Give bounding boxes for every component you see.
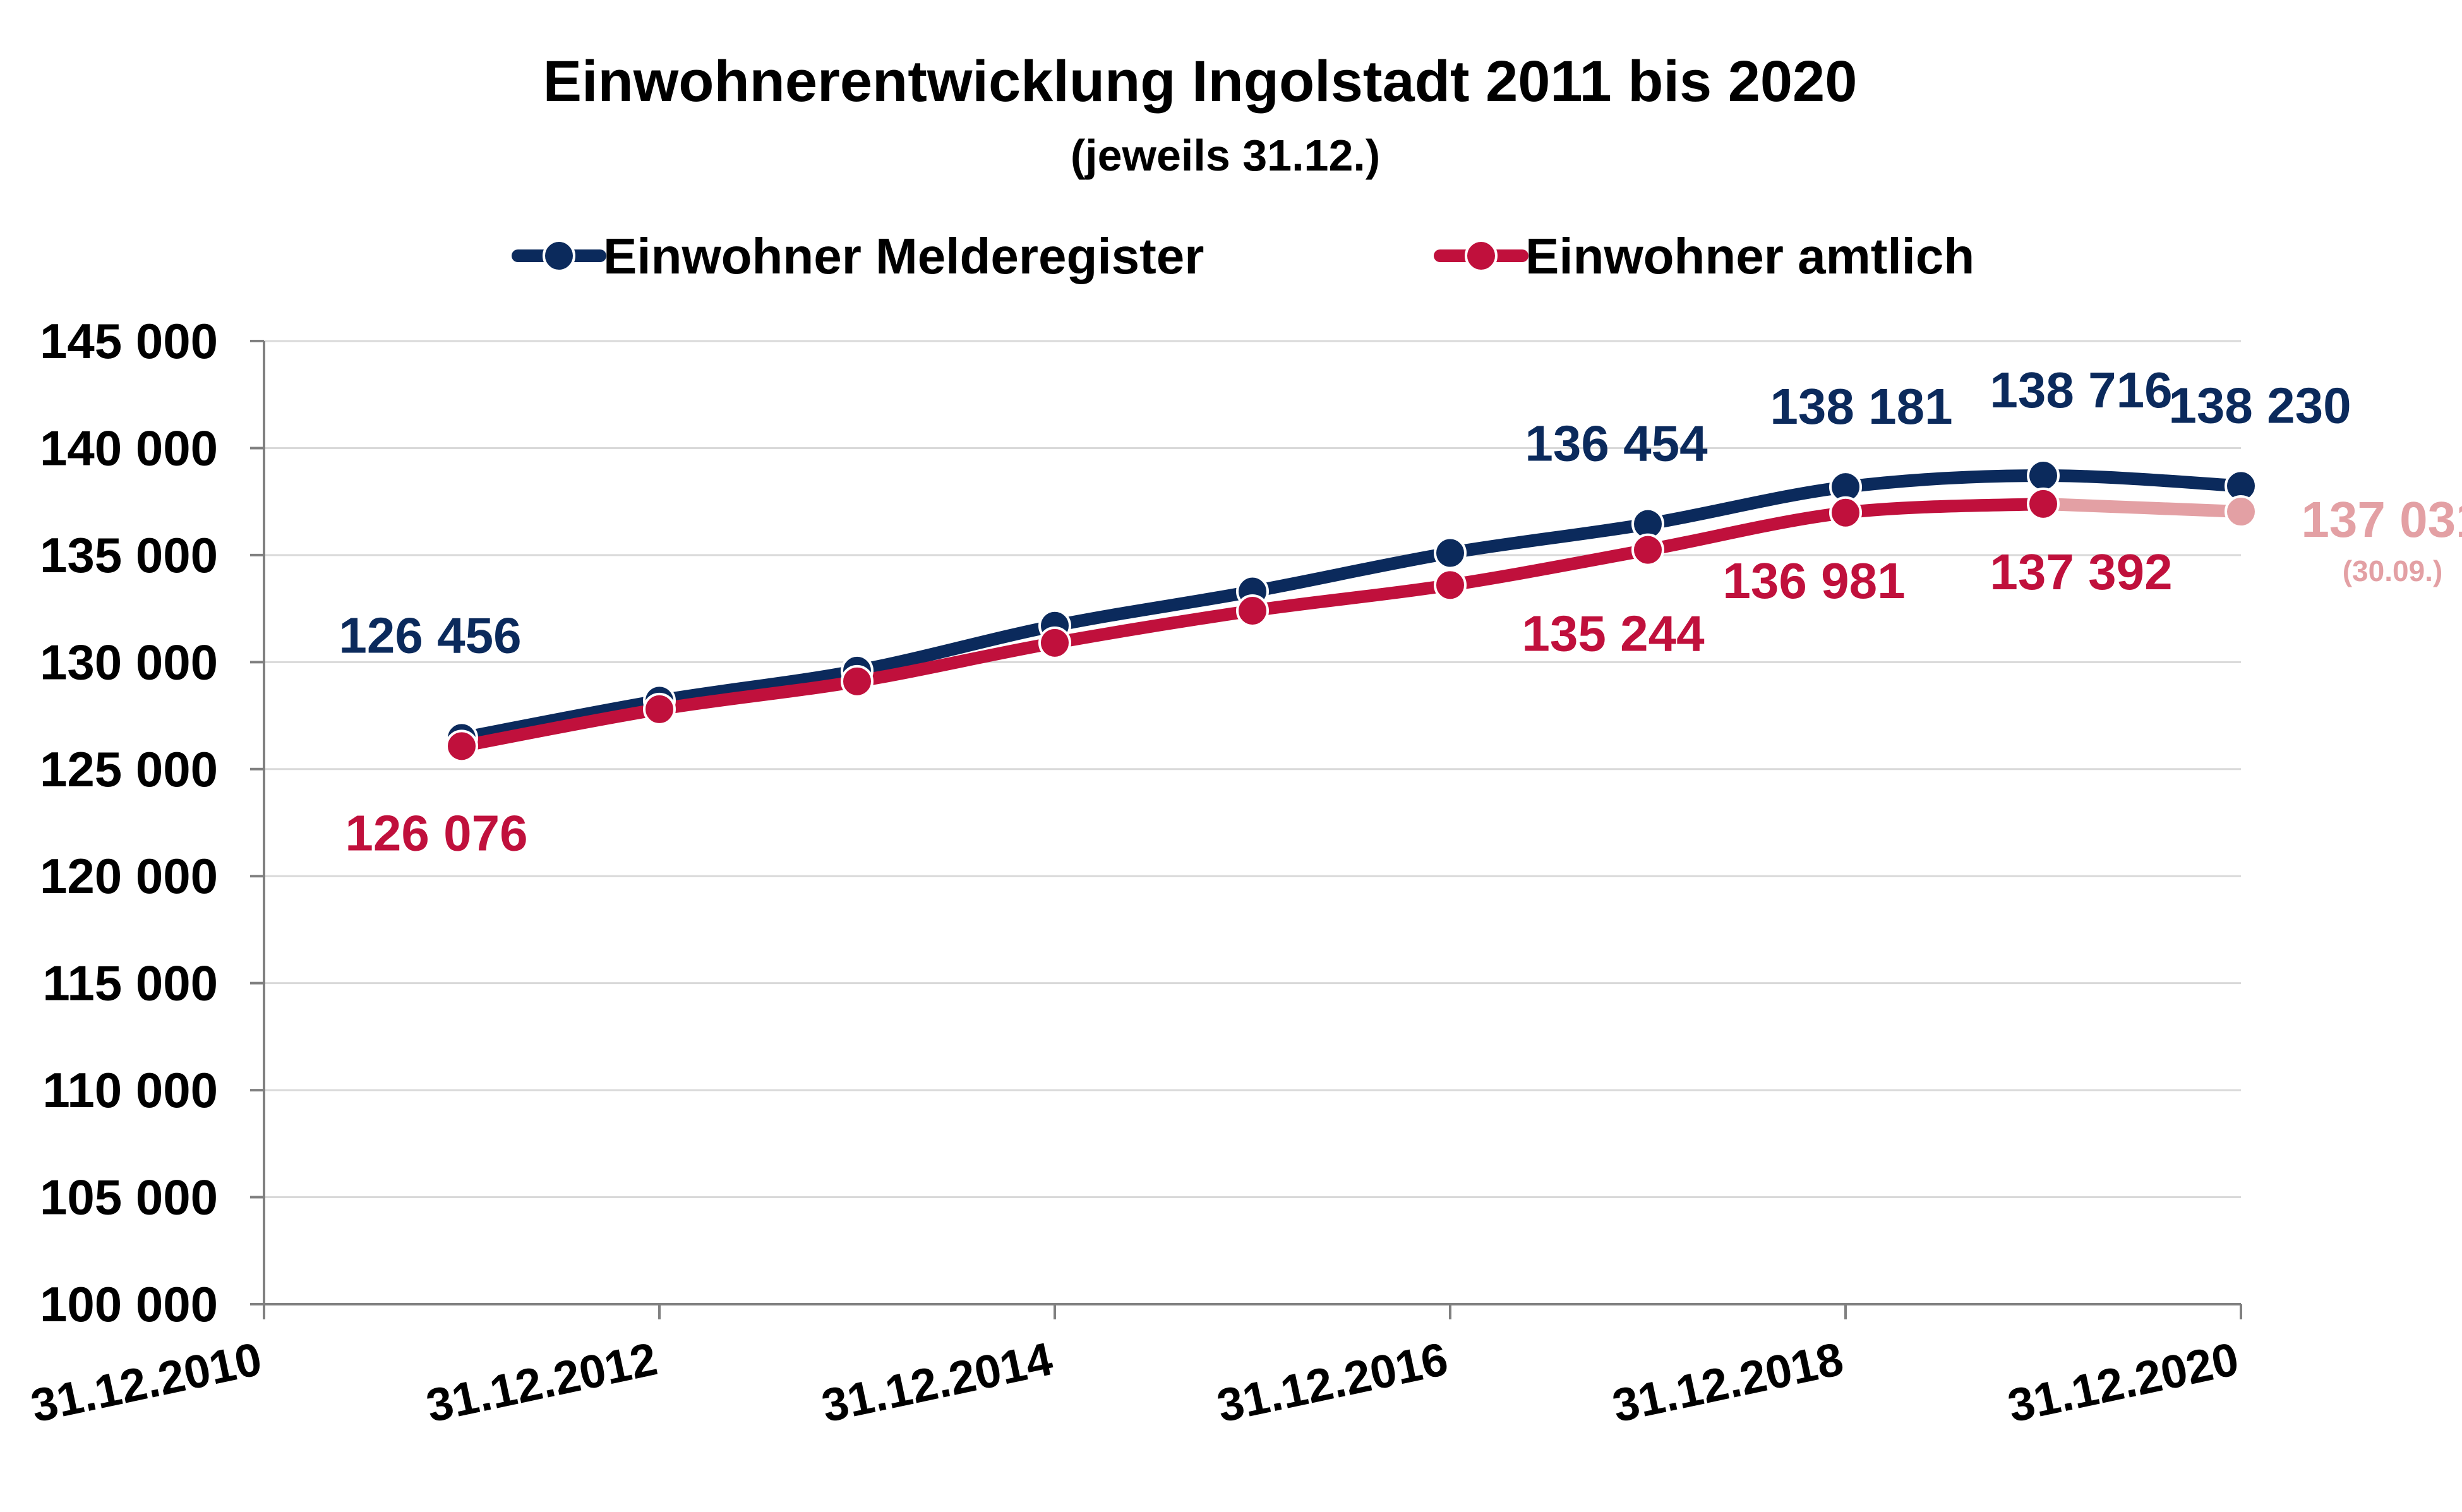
data-point (1236, 594, 1269, 627)
data-label: 138 716 (1990, 362, 2172, 418)
data-point (1631, 533, 1664, 567)
y-tick-label: 125 000 (40, 741, 218, 797)
data-point (2027, 487, 2060, 520)
y-axis-tick-labels: 100 000 105 000 110 000 115 000 120 000 125 0… (40, 313, 218, 1332)
data-label: 137 031 (2301, 491, 2462, 548)
y-tick-label: 115 000 (42, 956, 218, 1011)
x-tick-label: 31.12.2016 (1213, 1332, 1453, 1432)
legend: Einwohner Melderegister Einwohner amtlich (512, 228, 1974, 284)
x-tick-label: 31.12.2018 (1608, 1332, 1848, 1432)
data-point (643, 692, 676, 726)
y-tick-label: 130 000 (40, 634, 218, 690)
data-label: 136 454 (1525, 416, 1708, 472)
axes (263, 341, 2242, 1319)
data-point (1038, 626, 1071, 659)
x-axis-tick-labels: 31.12.2010 31.12.2012 31.12.2014 31.12.2016… (27, 1332, 2243, 1432)
data-label: 138 181 (1770, 378, 1952, 435)
y-tick-label: 105 000 (40, 1170, 218, 1225)
data-label: 138 230 (2168, 377, 2351, 433)
legend-marker (543, 239, 575, 272)
gridlines (250, 340, 2241, 1305)
data-label: 126 456 (339, 607, 521, 663)
chart-title: Einwohnerentwicklung Ingolstadt 2011 bis… (543, 49, 1858, 114)
x-tick-label: 31.12.2010 (27, 1332, 267, 1432)
data-point (1829, 496, 1862, 529)
annotation: (30.09.) (2343, 555, 2443, 587)
data-point (2225, 495, 2257, 529)
data-label: 126 076 (345, 805, 527, 861)
data-point (2027, 459, 2060, 492)
data-label: 135 244 (1522, 606, 1705, 662)
series-line (455, 469, 2247, 745)
x-tick-label: 31.12.2014 (817, 1332, 1057, 1432)
data-label: 136 981 (1722, 553, 1905, 609)
data-point (1434, 568, 1467, 602)
y-tick-label: 110 000 (42, 1062, 218, 1118)
y-tick-label: 140 000 (40, 420, 218, 476)
x-tick-label: 31.12.2020 (2003, 1332, 2243, 1432)
legend-label: Einwohner amtlich (1525, 228, 1974, 284)
data-point (841, 664, 874, 698)
chart-subtitle: (jeweils 31.12.) (1071, 131, 1380, 180)
y-tick-label: 120 000 (40, 848, 218, 904)
x-tick-label: 31.12.2012 (422, 1332, 662, 1432)
y-tick-label: 100 000 (40, 1276, 218, 1332)
y-tick-label: 135 000 (40, 527, 218, 583)
series-line-provisional (2037, 497, 2247, 519)
y-tick-label: 145 000 (40, 313, 218, 369)
series-lines (455, 469, 2247, 753)
data-point (445, 729, 478, 763)
legend-marker (1465, 239, 1498, 272)
data-points (445, 459, 2257, 763)
legend-label: Einwohner Melderegister (603, 228, 1204, 284)
data-point (1434, 536, 1467, 570)
data-label: 137 392 (1990, 544, 2172, 600)
